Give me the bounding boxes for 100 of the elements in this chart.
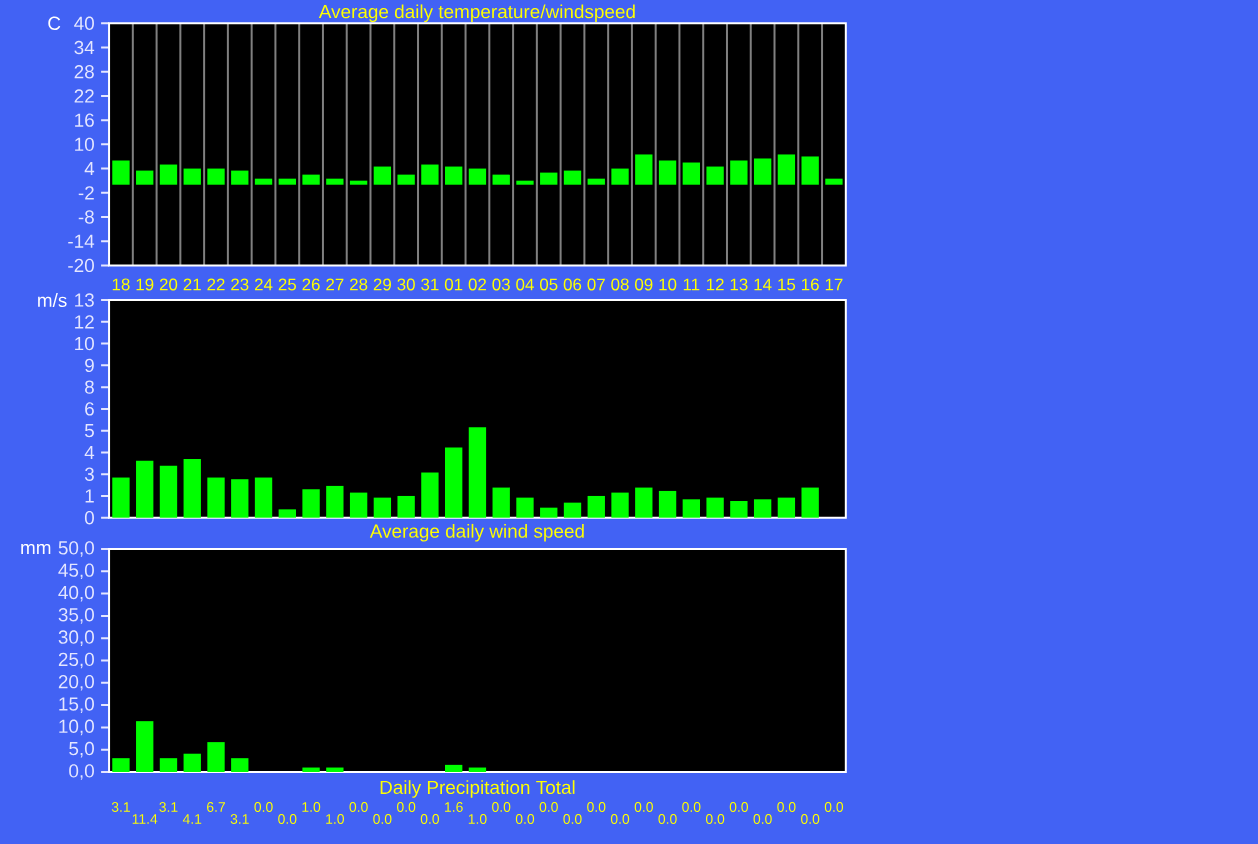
bar — [421, 472, 439, 518]
x-tick-label: 05 — [539, 278, 558, 291]
bar — [658, 490, 677, 518]
bar — [231, 479, 249, 518]
x-tick-label: 18 — [112, 278, 130, 291]
bar — [444, 764, 463, 772]
y-tick-label: -20 — [68, 258, 94, 272]
y-tick-label: 34 — [74, 40, 95, 55]
bar — [468, 168, 487, 185]
y-tick-label: 3 — [84, 467, 94, 481]
bar — [611, 492, 629, 518]
bar — [397, 174, 415, 185]
y-tick-label: 13 — [75, 293, 94, 307]
bar — [421, 164, 439, 185]
x-tick-label: 23 — [231, 278, 249, 291]
bar — [682, 499, 700, 518]
bar — [326, 178, 344, 185]
bar — [326, 485, 344, 518]
bar — [777, 154, 796, 185]
bar — [207, 477, 225, 518]
bar — [611, 168, 629, 185]
bar — [587, 495, 605, 518]
y-axis-title: m/s — [38, 292, 67, 307]
x-tick-label: 12 — [706, 278, 724, 291]
y-tick-label: 10 — [75, 137, 94, 151]
bar — [183, 753, 201, 772]
x-tick-label: 31 — [421, 278, 439, 291]
bar — [516, 497, 534, 518]
x-tick-label: 04 — [516, 278, 534, 291]
x-tick-label: 15 — [778, 278, 796, 291]
y-tick-label: 30,0 — [58, 630, 94, 646]
bar — [801, 156, 819, 185]
y-tick-label: 25,0 — [58, 652, 94, 669]
y-tick-label: 6 — [85, 402, 94, 416]
bar — [207, 741, 225, 772]
bar — [278, 178, 296, 185]
x-tick-label: 01 — [444, 278, 463, 291]
bar — [753, 158, 772, 185]
bar — [183, 168, 201, 185]
bar — [373, 497, 392, 518]
y-axis-title: C — [48, 16, 61, 30]
bar — [302, 174, 320, 185]
bar — [682, 162, 700, 185]
y-tick-label: 8 — [85, 380, 94, 394]
y-tick-label: 4 — [84, 445, 95, 459]
x-tick-label: 27 — [326, 278, 344, 291]
x-tick-label: 30 — [397, 278, 415, 291]
bar — [587, 178, 605, 185]
bar — [136, 170, 154, 185]
bar — [492, 174, 510, 185]
bar — [231, 170, 249, 185]
bar — [254, 477, 273, 518]
y-tick-label: 0,0 — [69, 764, 94, 780]
bar — [658, 160, 677, 185]
bar — [136, 721, 154, 772]
bar — [231, 758, 249, 772]
text: Daily Precipitation Total — [380, 780, 575, 798]
y-tick-label: 28 — [74, 64, 94, 79]
bar — [635, 487, 653, 518]
x-tick-label: 07 — [587, 278, 605, 291]
bar — [159, 164, 178, 185]
y-tick-label: 20,0 — [58, 674, 94, 691]
bar — [753, 499, 772, 518]
bar — [635, 154, 653, 185]
x-tick-label: 10 — [659, 278, 677, 291]
x-tick-label: 09 — [635, 278, 653, 291]
x-tick-label: 13 — [730, 278, 748, 291]
x-tick-label: 16 — [802, 278, 819, 291]
y-tick-label: 12 — [75, 315, 94, 329]
bar — [159, 758, 178, 772]
bar — [302, 489, 320, 518]
bar — [112, 758, 130, 772]
y-tick-label: 10 — [75, 336, 94, 351]
x-tick-label: 25 — [278, 278, 297, 291]
x-tick-label: 20 — [159, 278, 178, 291]
x-tick-label: 14 — [754, 278, 772, 291]
x-tick-label: 03 — [492, 278, 510, 291]
x-tick-label: 21 — [183, 278, 201, 291]
bar — [468, 427, 487, 518]
bar — [730, 160, 748, 185]
bar — [112, 477, 130, 518]
bar — [540, 507, 558, 518]
bar — [444, 447, 463, 518]
x-tick-label: 22 — [207, 278, 225, 291]
bar — [112, 160, 130, 185]
bar — [777, 497, 796, 518]
x-tick-label: 17 — [825, 278, 843, 291]
y-tick-label: 45,0 — [58, 563, 94, 579]
y-tick-label: -14 — [68, 234, 95, 248]
y-tick-label: 10,0 — [59, 719, 94, 736]
x-tick-label: 06 — [563, 278, 582, 291]
y-tick-label: 5,0 — [69, 741, 94, 758]
x-tick-label: 19 — [136, 278, 154, 291]
y-tick-label: 5 — [84, 423, 94, 438]
x-tick-label: 26 — [302, 278, 320, 291]
y-tick-label: 1 — [85, 489, 94, 503]
bar — [278, 509, 296, 518]
y-tick-label: 22 — [74, 89, 94, 103]
y-tick-label: 4 — [84, 161, 95, 175]
text: Average daily wind speed — [369, 523, 584, 542]
